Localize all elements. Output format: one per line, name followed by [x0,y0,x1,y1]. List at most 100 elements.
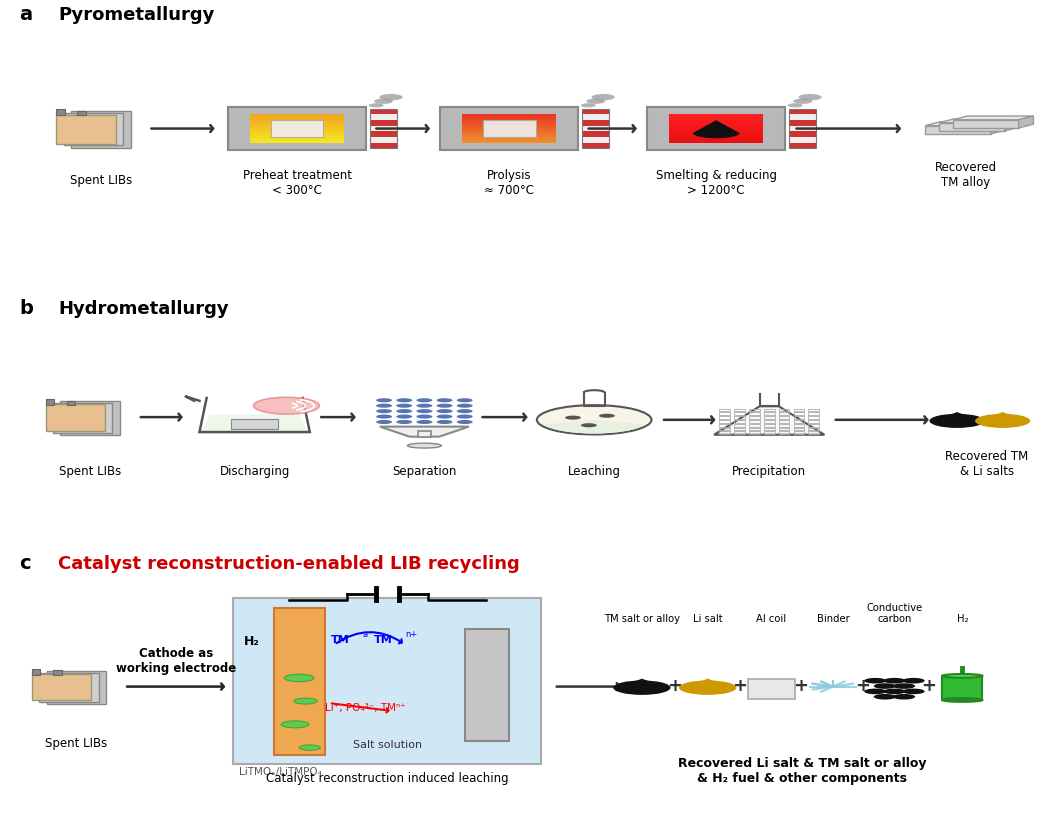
Circle shape [679,681,736,695]
Bar [60,401,120,435]
Circle shape [799,94,822,100]
Bar [271,120,324,137]
Polygon shape [937,412,977,420]
Circle shape [893,683,915,689]
Circle shape [457,415,473,419]
Bar [440,107,578,151]
Circle shape [874,694,895,700]
Bar [250,121,344,123]
Circle shape [377,415,393,419]
Circle shape [929,414,985,428]
Bar [669,116,763,118]
Circle shape [369,103,384,107]
Bar [56,109,65,115]
Text: Binder: Binder [817,615,849,625]
Circle shape [975,414,1030,428]
Bar [719,412,730,415]
Bar [463,125,556,126]
Circle shape [864,689,887,695]
Bar [250,126,344,128]
Polygon shape [622,679,662,686]
Circle shape [254,398,319,414]
Circle shape [377,409,393,413]
Bar [250,128,344,130]
Bar [669,135,763,136]
Bar [779,424,789,426]
Bar [463,115,556,116]
Text: +: + [794,677,808,695]
Bar [794,428,804,430]
Bar [582,120,609,126]
Bar [749,416,760,419]
Bar [582,126,609,132]
Bar [582,109,609,148]
Bar [669,138,763,140]
Bar [764,420,775,423]
Text: TM salt or alloy: TM salt or alloy [604,615,680,625]
Bar [794,412,804,415]
Circle shape [581,103,596,107]
Circle shape [564,416,580,420]
Bar [789,114,816,120]
Circle shape [794,99,813,104]
Circle shape [416,398,433,402]
Bar [764,431,775,435]
Text: Catalyst reconstruction-enabled LIB recycling: Catalyst reconstruction-enabled LIB recy… [58,555,520,573]
Circle shape [457,409,473,413]
Circle shape [281,721,309,728]
Text: Li⁺, PO₄³⁻, TMⁿ⁺: Li⁺, PO₄³⁻, TMⁿ⁺ [325,703,405,713]
Bar [669,130,763,131]
Bar [463,141,556,142]
Circle shape [416,409,433,413]
Bar [250,138,344,140]
Bar [77,111,86,115]
Text: Prolysis
≈ 700°C: Prolysis ≈ 700°C [484,170,535,198]
Bar [734,412,745,415]
Circle shape [787,103,803,107]
Ellipse shape [942,674,982,678]
Text: Pyrometallurgy: Pyrometallurgy [58,7,214,25]
Circle shape [379,94,403,100]
Bar [39,672,99,702]
Bar [719,416,730,419]
Bar [669,142,763,143]
Bar [370,120,397,126]
Bar [370,109,397,114]
Bar [370,109,397,148]
Text: Hydrometallurgy: Hydrometallurgy [58,300,229,318]
Bar [463,130,556,131]
Bar [647,107,785,151]
Text: Recovered
TM alloy: Recovered TM alloy [935,160,996,188]
Bar [53,670,62,675]
Text: Cathode as
working electrode: Cathode as working electrode [116,647,237,675]
Circle shape [397,409,412,413]
Circle shape [437,409,453,413]
Bar [669,114,763,115]
Bar [669,119,763,120]
Text: TM: TM [373,635,393,644]
Bar [233,598,541,764]
Text: Recovered Li salt & TM salt or alloy
& H₂ fuel & other components: Recovered Li salt & TM salt or alloy & H… [678,756,926,784]
Circle shape [397,415,412,419]
Bar [749,420,760,423]
Bar [53,403,112,433]
Bar [669,118,763,119]
Text: +: + [921,677,936,695]
Bar [808,416,819,419]
Bar [789,120,816,126]
Bar [719,431,730,435]
Bar [56,114,116,144]
Text: TM: TM [331,635,350,644]
Bar [734,428,745,430]
Polygon shape [693,120,740,138]
Text: Recovered TM
& Li salts: Recovered TM & Li salts [945,450,1028,478]
Text: a: a [19,6,32,25]
Bar [764,424,775,426]
Bar [463,135,556,136]
Circle shape [284,674,314,681]
Bar [463,133,556,135]
Bar [794,409,804,412]
Bar [779,420,789,423]
Text: n+: n+ [405,630,418,639]
Bar [808,424,819,426]
